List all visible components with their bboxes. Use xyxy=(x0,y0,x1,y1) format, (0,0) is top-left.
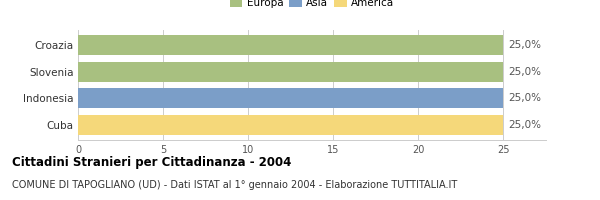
Text: 25,0%: 25,0% xyxy=(509,120,542,130)
Text: 25,0%: 25,0% xyxy=(509,67,542,77)
Bar xyxy=(78,62,503,82)
Bar xyxy=(78,115,503,135)
Text: 25,0%: 25,0% xyxy=(509,40,542,50)
Bar xyxy=(78,88,503,108)
Legend: Europa, Asia, America: Europa, Asia, America xyxy=(226,0,398,12)
Text: Cittadini Stranieri per Cittadinanza - 2004: Cittadini Stranieri per Cittadinanza - 2… xyxy=(12,156,292,169)
Text: 25,0%: 25,0% xyxy=(509,93,542,103)
Bar xyxy=(78,35,503,55)
Text: COMUNE DI TAPOGLIANO (UD) - Dati ISTAT al 1° gennaio 2004 - Elaborazione TUTTITA: COMUNE DI TAPOGLIANO (UD) - Dati ISTAT a… xyxy=(12,180,457,190)
